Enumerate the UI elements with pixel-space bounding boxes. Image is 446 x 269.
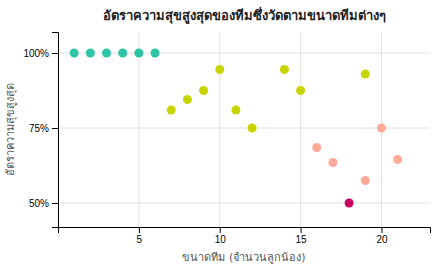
y-axis-title: อัตราความสุขสูงสุด <box>4 83 17 176</box>
point <box>361 176 370 185</box>
point <box>296 86 305 95</box>
y-axis: 50% 75% 100% <box>23 33 58 228</box>
tick-label: 15 <box>296 234 308 245</box>
point <box>231 106 240 115</box>
axis-line <box>59 228 431 234</box>
tick-label: 20 <box>376 234 388 245</box>
tick-label: 50% <box>29 198 49 209</box>
point <box>151 49 160 58</box>
point <box>312 143 321 152</box>
tick: 5 <box>137 227 143 245</box>
point <box>361 70 370 79</box>
grid-line <box>219 32 220 227</box>
chart: 5 10 15 20 50% 75% 100% อัตราความสุขสูงสุดของที… <box>0 0 446 269</box>
tick-mark <box>52 128 58 129</box>
grid-line <box>58 53 430 54</box>
tick-label: 10 <box>215 234 227 245</box>
tick-mark <box>52 203 58 204</box>
tick-mark <box>381 227 382 233</box>
grid-line <box>58 203 430 204</box>
point <box>248 124 257 133</box>
x-axis: 5 10 15 20 <box>59 227 431 245</box>
point <box>86 49 95 58</box>
point <box>70 49 79 58</box>
grid-line <box>58 128 430 129</box>
title: อัตราความสุขสูงสุดของทีมซึ่งวัดตามขนาดที… <box>103 6 386 24</box>
points <box>70 49 402 208</box>
tick: 15 <box>296 227 308 245</box>
tick-mark <box>220 227 221 233</box>
grid-line <box>300 32 301 227</box>
plot: 5 10 15 20 50% 75% 100% <box>23 32 430 245</box>
grid-line <box>138 32 139 227</box>
tick: 75% <box>29 123 58 134</box>
tick-mark <box>301 227 302 233</box>
tick: 10 <box>215 227 227 245</box>
point <box>102 49 111 58</box>
grid <box>58 32 430 227</box>
tick-label: 100% <box>23 48 49 59</box>
point <box>199 86 208 95</box>
point <box>134 49 143 58</box>
point <box>215 65 224 74</box>
point <box>328 158 337 167</box>
x-axis-title: ขนาดทีม (จำนวนลูกน้อง) <box>182 251 305 264</box>
tick: 20 <box>376 227 388 245</box>
point <box>183 95 192 104</box>
tick-label: 75% <box>29 123 49 134</box>
point <box>167 106 176 115</box>
point <box>393 155 402 164</box>
tick-label: 5 <box>137 234 143 245</box>
axis-line <box>52 33 59 228</box>
point <box>345 199 354 208</box>
tick: 50% <box>29 198 58 209</box>
tick: 100% <box>23 48 58 59</box>
point <box>377 124 386 133</box>
tick-mark <box>139 227 140 233</box>
tick-mark <box>52 53 58 54</box>
point <box>118 49 127 58</box>
point <box>280 65 289 74</box>
